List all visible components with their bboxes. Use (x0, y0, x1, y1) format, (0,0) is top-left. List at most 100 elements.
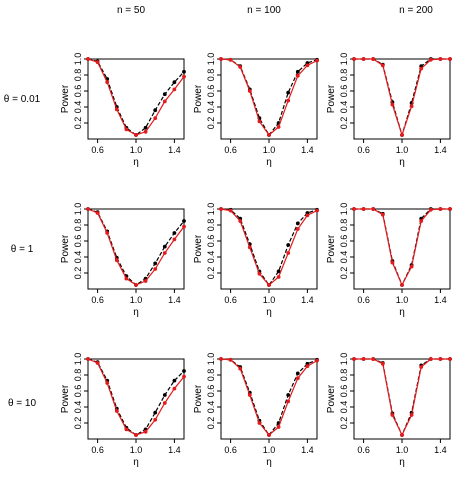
plot-frame (353, 358, 451, 440)
x-axis-label: η (133, 457, 139, 468)
x-tick-label: 0.6 (91, 445, 104, 455)
red-series-point (134, 133, 138, 137)
red-series-point (380, 361, 385, 366)
black-series-point (295, 69, 300, 74)
x-tick-label: 1.0 (396, 295, 409, 305)
y-tick-label: 1.0 (206, 53, 216, 66)
x-tick-label: 1.0 (396, 145, 409, 155)
black-series-line (220, 358, 318, 437)
y-tick-label: 0.8 (73, 219, 83, 232)
x-tick-label: 1.0 (396, 445, 409, 455)
x-tick-label: 1.0 (263, 445, 276, 455)
red-series-point (380, 212, 385, 217)
black-series-point (143, 125, 148, 130)
y-tick-label: 0.4 (339, 251, 349, 264)
red-series-point (428, 207, 433, 212)
red-series-point (238, 219, 243, 223)
y-axis-label: Power (60, 84, 71, 113)
red-series-line (354, 358, 450, 437)
y-tick-label: 0.4 (339, 401, 349, 414)
red-series-point (182, 74, 186, 79)
red-series-point (419, 365, 424, 369)
red-series-point (95, 361, 100, 365)
x-tick-label: 1.4 (434, 445, 447, 455)
y-tick-label: 1.0 (339, 353, 349, 366)
x-tick-label: 0.6 (224, 145, 237, 155)
panel-r1-c3: 0.2 0.4 0.6 0.8 1.0 0.6 1.0 1.4 η Power (326, 53, 452, 168)
y-tick-label: 0.6 (339, 385, 349, 398)
red-series-point (409, 264, 414, 269)
x-tick-label: 0.6 (91, 295, 104, 305)
red-series-point (172, 386, 177, 391)
x-tick-label: 1.0 (263, 295, 276, 305)
red-series-point (114, 107, 119, 112)
red-series-point (267, 283, 271, 287)
black-series-point (153, 108, 158, 113)
x-tick-label: 1.0 (130, 295, 143, 305)
red-series-line (220, 58, 318, 136)
red-series-point (305, 364, 310, 369)
red-series-point (182, 224, 186, 229)
red-series-line (220, 358, 318, 436)
red-series-point (86, 57, 90, 61)
black-series-line (354, 358, 450, 437)
red-series-point (267, 133, 271, 137)
x-tick-label: 0.6 (357, 445, 370, 455)
red-series-point (315, 58, 319, 63)
red-series-point (400, 283, 404, 287)
red-series-point (438, 207, 443, 211)
red-series-point (315, 358, 319, 363)
red-series-point (124, 427, 129, 432)
black-series-point (182, 69, 186, 74)
red-series-line (354, 58, 450, 137)
x-tick-label: 0.6 (91, 145, 104, 155)
y-tick-label: 0.8 (339, 69, 349, 82)
red-series-point (390, 413, 395, 417)
red-series-point (419, 66, 424, 71)
black-series-point (286, 393, 291, 397)
y-tick-label: 0.2 (73, 117, 83, 130)
panel-r1-c2: 0.2 0.4 0.6 0.8 1.0 0.6 1.0 1.4 η Power (193, 53, 319, 168)
row-header-1: θ = 0.01 (4, 94, 41, 105)
x-tick-label: 1.0 (130, 445, 143, 455)
red-series-line (87, 208, 185, 286)
panel-r3-c3: 0.2 0.4 0.6 0.8 1.0 0.6 1.0 1.4 η Power (326, 353, 452, 468)
red-series-point (371, 57, 376, 61)
x-tick-label: 1.0 (263, 145, 276, 155)
row-header-3: θ = 10 (8, 398, 37, 409)
black-series-line (354, 58, 450, 138)
red-series-point (105, 381, 110, 385)
y-tick-label: 0.6 (339, 85, 349, 98)
y-tick-label: 0.8 (339, 219, 349, 232)
y-axis-label: Power (193, 234, 204, 263)
red-series-point (257, 421, 262, 425)
y-tick-label: 1.0 (73, 53, 83, 66)
y-tick-label: 0.6 (73, 385, 83, 398)
x-axis-label: η (399, 157, 405, 168)
red-series-point (134, 283, 138, 287)
red-series-point (219, 207, 223, 211)
y-tick-label: 0.2 (206, 267, 216, 280)
x-tick-label: 1.4 (168, 295, 181, 305)
y-axis-label: Power (193, 84, 204, 113)
red-series-point (448, 357, 452, 361)
red-series-point (143, 279, 148, 283)
red-series-point (238, 366, 243, 371)
red-series-point (162, 99, 167, 104)
black-series-point (182, 219, 186, 223)
black-series-point (276, 269, 281, 274)
red-series-point (247, 393, 252, 397)
column-header-2: n = 100 (247, 5, 281, 16)
x-tick-label: 1.4 (301, 145, 314, 155)
y-tick-label: 0.4 (73, 401, 83, 414)
red-series-point (409, 104, 414, 109)
red-series-point (409, 413, 414, 417)
red-series-point (257, 271, 262, 276)
y-axis-label: Power (326, 234, 337, 263)
y-tick-label: 0.6 (339, 235, 349, 248)
black-series-line (87, 58, 185, 136)
black-series-line (354, 208, 450, 287)
red-series-point (400, 133, 404, 137)
y-axis-label: Power (326, 84, 337, 113)
